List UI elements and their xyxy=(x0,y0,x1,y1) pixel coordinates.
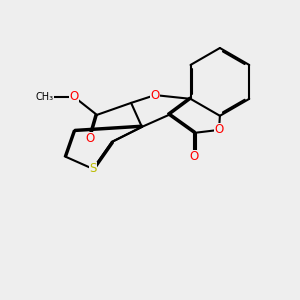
Text: S: S xyxy=(89,162,97,176)
Text: O: O xyxy=(85,132,94,146)
Text: O: O xyxy=(151,88,160,102)
Text: CH₃: CH₃ xyxy=(35,92,53,102)
Text: O: O xyxy=(190,150,199,164)
Text: O: O xyxy=(214,123,224,136)
Text: O: O xyxy=(70,90,79,104)
